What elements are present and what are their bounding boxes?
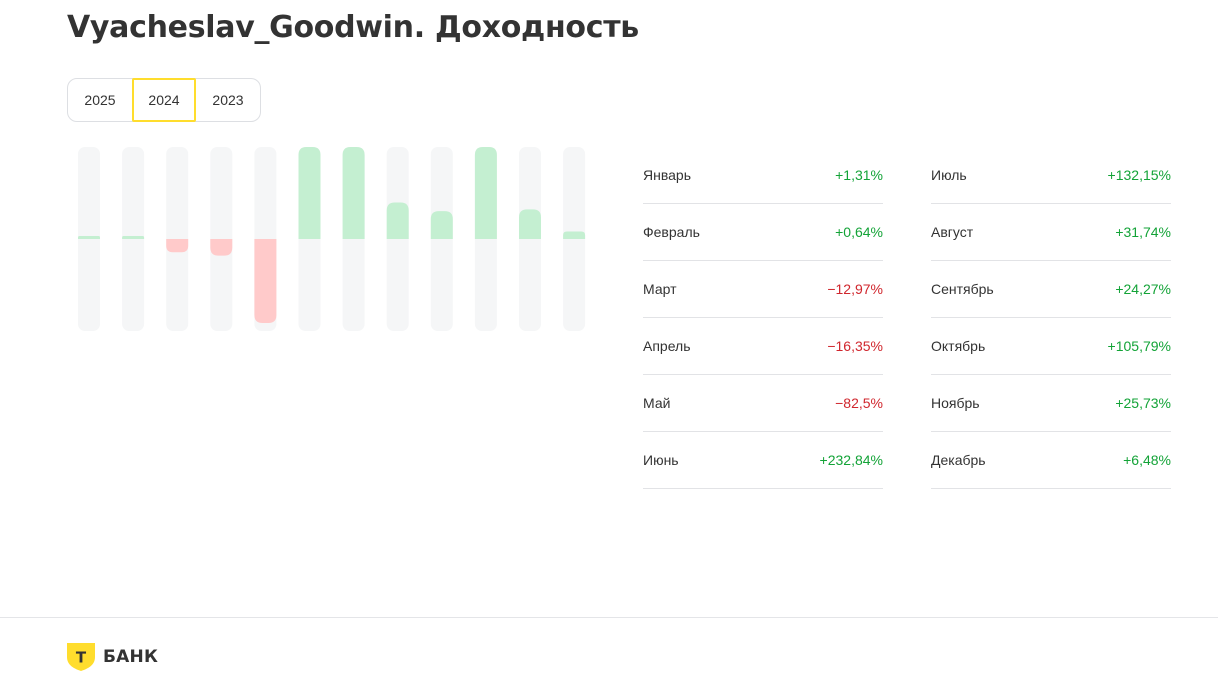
month-label: Сентябрь [931, 281, 994, 297]
bar-Декабрь[interactable] [563, 231, 586, 239]
month-row: Июль +132,15% [931, 147, 1171, 204]
month-label: Февраль [643, 224, 700, 240]
month-row: Апрель −16,35% [643, 318, 883, 375]
month-row: Ноябрь +25,73% [931, 375, 1171, 432]
month-return: +25,73% [1115, 395, 1171, 411]
month-row: Февраль +0,64% [643, 204, 883, 261]
logo-text: БАНК [103, 647, 159, 667]
month-row: Июнь +232,84% [643, 432, 883, 489]
month-row: Май −82,5% [643, 375, 883, 432]
month-return: +105,79% [1107, 338, 1171, 354]
bar-Ноябрь[interactable] [519, 209, 541, 239]
bar-Июль[interactable] [342, 147, 365, 239]
month-return: −12,97% [827, 281, 883, 297]
bar-Октябрь[interactable] [474, 147, 497, 239]
footer: Т БАНК [0, 617, 1218, 688]
month-label: Май [643, 395, 671, 411]
returns-table-left: Январь +1,31% Февраль +0,64% Март −12,97… [643, 147, 883, 489]
month-label: Декабрь [931, 452, 986, 468]
month-return: +6,48% [1123, 452, 1171, 468]
month-return: +31,74% [1115, 224, 1171, 240]
month-label: Июнь [643, 452, 679, 468]
bar-Август[interactable] [386, 202, 409, 239]
month-label: Ноябрь [931, 395, 980, 411]
month-row: Сентябрь +24,27% [931, 261, 1171, 318]
tbank-logo[interactable]: Т БАНК [66, 642, 158, 672]
page-title: Vyacheslav_Goodwin. Доходность [67, 10, 639, 45]
bar-Январь[interactable] [78, 236, 100, 239]
monthly-returns-chart [78, 147, 586, 331]
bar-Апрель[interactable] [210, 239, 233, 256]
month-return: +1,31% [835, 167, 883, 183]
month-return: +232,84% [819, 452, 883, 468]
tab-year-2025[interactable]: 2025 [84, 92, 116, 108]
tbank-shield-icon: Т [67, 643, 95, 671]
month-label: Июль [931, 167, 967, 183]
bar-Сентябрь[interactable] [430, 211, 453, 239]
month-label: Март [643, 281, 677, 297]
bar-Май[interactable] [254, 239, 277, 323]
month-row: Январь +1,31% [643, 147, 883, 204]
month-return: +132,15% [1107, 167, 1171, 183]
tab-year-2024[interactable]: 2024 [132, 78, 196, 122]
year-tabs: 2025 2024 2023 [67, 78, 261, 122]
month-row: Март −12,97% [643, 261, 883, 318]
tab-year-2023[interactable]: 2023 [212, 92, 244, 108]
returns-table-right: Июль +132,15% Август +31,74% Сентябрь +2… [931, 147, 1171, 489]
month-return: +0,64% [835, 224, 883, 240]
month-label: Апрель [643, 338, 691, 354]
month-return: −82,5% [835, 395, 883, 411]
bar-Июнь[interactable] [298, 147, 321, 239]
logo-letter: Т [76, 649, 87, 667]
month-return: +24,27% [1115, 281, 1171, 297]
bar-Февраль[interactable] [122, 236, 145, 239]
month-label: Октябрь [931, 338, 986, 354]
month-row: Декабрь +6,48% [931, 432, 1171, 489]
month-label: Август [931, 224, 974, 240]
bar-Март[interactable] [166, 239, 189, 253]
month-row: Октябрь +105,79% [931, 318, 1171, 375]
month-return: −16,35% [827, 338, 883, 354]
month-row: Август +31,74% [931, 204, 1171, 261]
month-label: Январь [643, 167, 691, 183]
